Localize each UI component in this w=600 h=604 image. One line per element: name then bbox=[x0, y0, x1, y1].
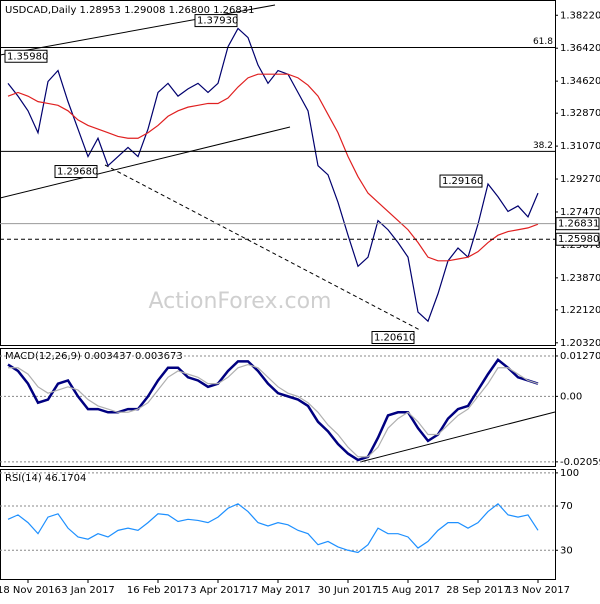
price-box bbox=[555, 232, 600, 246]
series-line bbox=[7, 358, 539, 462]
y-tick-label: 1.29270 bbox=[560, 174, 600, 185]
x-tick-label: 3 Jan 2017 bbox=[61, 585, 115, 596]
y-tick-label: 100 bbox=[560, 468, 579, 479]
annotation-box bbox=[54, 165, 98, 179]
y-tick-label: 0.00 bbox=[560, 391, 582, 402]
series-line bbox=[7, 503, 539, 554]
annotation-label: 1.20610 bbox=[374, 332, 415, 343]
price-line-label: 1.25980 bbox=[558, 234, 599, 245]
price-box bbox=[555, 217, 600, 231]
y-tick-label: 1.27470 bbox=[560, 207, 600, 218]
y-tick-label: 0.012707 bbox=[560, 351, 600, 362]
series-line bbox=[7, 27, 539, 323]
annotation-box bbox=[194, 14, 238, 28]
annotation-box bbox=[371, 330, 415, 344]
annotation-label: 1.29680 bbox=[57, 167, 98, 178]
channel-line bbox=[0, 126, 291, 199]
x-tick-label: 30 Jun 2017 bbox=[318, 585, 378, 596]
y-tick-label: 1.20320 bbox=[560, 338, 600, 349]
channel-line bbox=[0, 4, 276, 56]
fib-label: 61.8 bbox=[533, 37, 553, 47]
y-tick-label: 70 bbox=[560, 501, 573, 512]
x-tick-label: 15 Aug 2017 bbox=[376, 585, 440, 596]
y-tick-label: 1.22120 bbox=[560, 305, 600, 316]
x-tick-label: 13 Nov 2017 bbox=[506, 585, 570, 596]
annotation-label: 1.37930 bbox=[197, 16, 238, 27]
y-tick-label: 30 bbox=[560, 545, 573, 556]
price-title: USDCAD,Daily 1.28953 1.29008 1.26800 1.2… bbox=[5, 5, 255, 16]
y-tick-label: 1.36420 bbox=[560, 43, 600, 54]
y-tick-label: 1.31070 bbox=[560, 141, 600, 152]
fib-label: 38.2 bbox=[533, 141, 553, 151]
annotation-box bbox=[4, 49, 48, 63]
macd-trend-line bbox=[359, 411, 556, 463]
y-tick-label: 1.23870 bbox=[560, 273, 600, 284]
annotation-label: 1.35980 bbox=[7, 51, 48, 62]
x-tick-label: 18 Nov 2016 bbox=[0, 585, 61, 596]
trend-line bbox=[104, 164, 421, 331]
y-tick-label: -0.020599 bbox=[560, 457, 600, 468]
watermark: ActionForex.com bbox=[149, 289, 332, 314]
x-tick-label: 28 Sep 2017 bbox=[446, 585, 509, 596]
y-tick-label: 1.34620 bbox=[560, 76, 600, 87]
x-tick-label: 16 Feb 2017 bbox=[127, 585, 189, 596]
macd-panel bbox=[0, 348, 556, 467]
series-line bbox=[8, 363, 539, 458]
price-panel bbox=[0, 0, 556, 346]
rsi-title: RSI(14) 46.1704 bbox=[5, 473, 86, 484]
y-tick-label: 1.32870 bbox=[560, 108, 600, 119]
annotation-box bbox=[439, 174, 483, 188]
macd-title: MACD(12,26,9) 0.003437 0.003673 bbox=[5, 351, 183, 362]
y-tick-label: 1.38220 bbox=[560, 10, 600, 21]
series-line bbox=[7, 73, 539, 262]
x-tick-label: 3 Apr 2017 bbox=[190, 585, 245, 596]
x-tick-label: 17 May 2017 bbox=[245, 585, 310, 596]
annotation-label: 1.29160 bbox=[442, 176, 483, 187]
price-line-label: 1.26831 bbox=[558, 219, 599, 230]
